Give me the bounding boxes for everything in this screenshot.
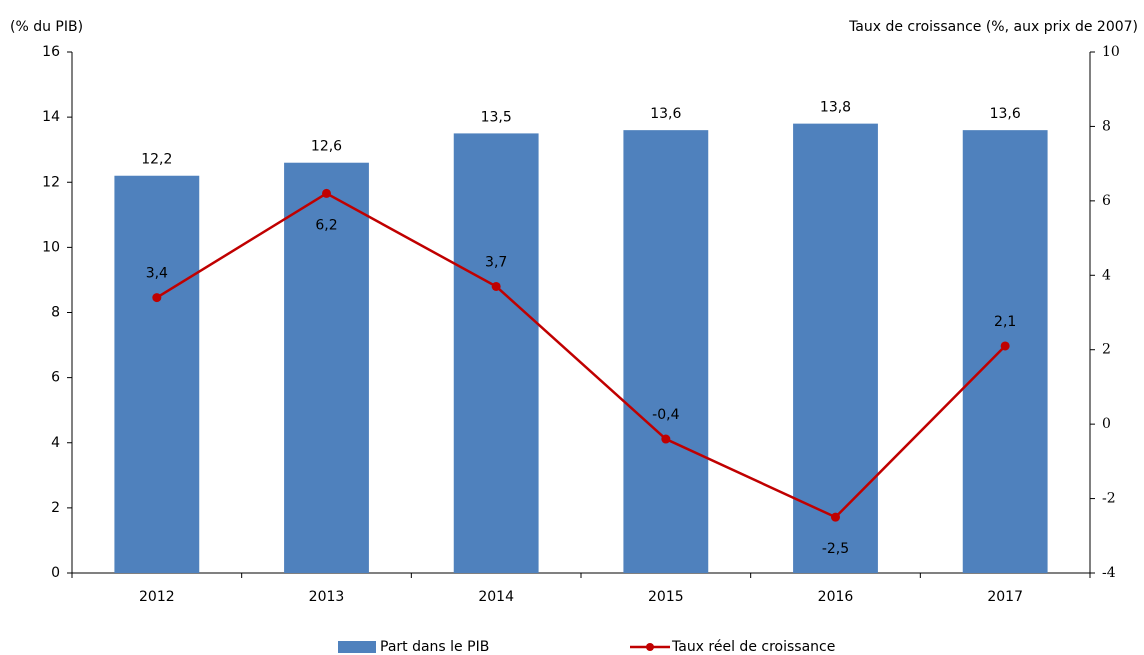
line-point <box>1000 341 1010 351</box>
y-tick-label: 4 <box>51 435 60 451</box>
bar <box>114 175 200 574</box>
bar-value-label: 13,8 <box>820 100 851 116</box>
x-tick-label: 2015 <box>648 589 684 605</box>
line-value-label: 2,1 <box>994 314 1016 330</box>
y-axis-title: (% du PIB) <box>10 19 83 35</box>
legend-swatch-point <box>646 643 654 651</box>
y2-tick-label: 10 <box>1102 44 1120 60</box>
bar-value-label: 13,5 <box>481 109 512 125</box>
legend-swatch <box>338 641 376 653</box>
y2-tick-label: 4 <box>1102 267 1111 283</box>
x-tick-label: 2014 <box>478 589 514 605</box>
line-value-label: 3,7 <box>485 254 507 270</box>
y-tick-label: 0 <box>51 565 60 581</box>
bar <box>793 123 878 573</box>
line-point <box>491 281 501 291</box>
x-tick-label: 2012 <box>139 589 175 605</box>
legend-label: Taux réel de croissance <box>671 639 835 655</box>
line-value-label: 3,4 <box>146 266 168 282</box>
bar <box>284 162 369 573</box>
bar-value-label: 12,6 <box>311 139 342 155</box>
y-tick-label: 12 <box>42 174 60 190</box>
x-tick-label: 2017 <box>987 589 1023 605</box>
x-tick-label: 2013 <box>309 589 345 605</box>
y-tick-label: 14 <box>42 109 60 125</box>
bar <box>962 130 1048 573</box>
y2-tick-label: -2 <box>1102 491 1116 507</box>
y2-axis-title: Taux de croissance (%, aux prix de 2007) <box>848 19 1138 35</box>
y2-tick-label: 8 <box>1102 118 1111 134</box>
bar-value-label: 12,2 <box>141 152 172 168</box>
y-tick-label: 8 <box>51 305 60 321</box>
line-value-label: -2,5 <box>822 541 849 557</box>
y2-tick-label: 6 <box>1102 193 1111 209</box>
line-value-label: 6,2 <box>315 217 337 233</box>
y-tick-label: 16 <box>42 44 60 60</box>
x-tick-label: 2016 <box>818 589 854 605</box>
legend-label: Part dans le PIB <box>380 639 489 655</box>
y-tick-label: 2 <box>51 500 60 516</box>
line-point <box>661 434 671 444</box>
bar-value-label: 13,6 <box>990 106 1021 122</box>
line-value-label: -0,4 <box>652 407 679 423</box>
line-point <box>831 512 840 522</box>
line-point <box>322 188 331 198</box>
line-point <box>152 293 162 303</box>
y-tick-label: 10 <box>42 239 60 255</box>
bar <box>453 133 539 573</box>
y-tick-label: 6 <box>51 370 60 386</box>
y2-tick-label: 0 <box>1102 416 1111 432</box>
line <box>156 191 1007 519</box>
y2-tick-label: -4 <box>1102 565 1116 581</box>
y2-tick-label: 2 <box>1102 342 1111 358</box>
bar-value-label: 13,6 <box>650 106 681 122</box>
bar <box>623 130 709 573</box>
